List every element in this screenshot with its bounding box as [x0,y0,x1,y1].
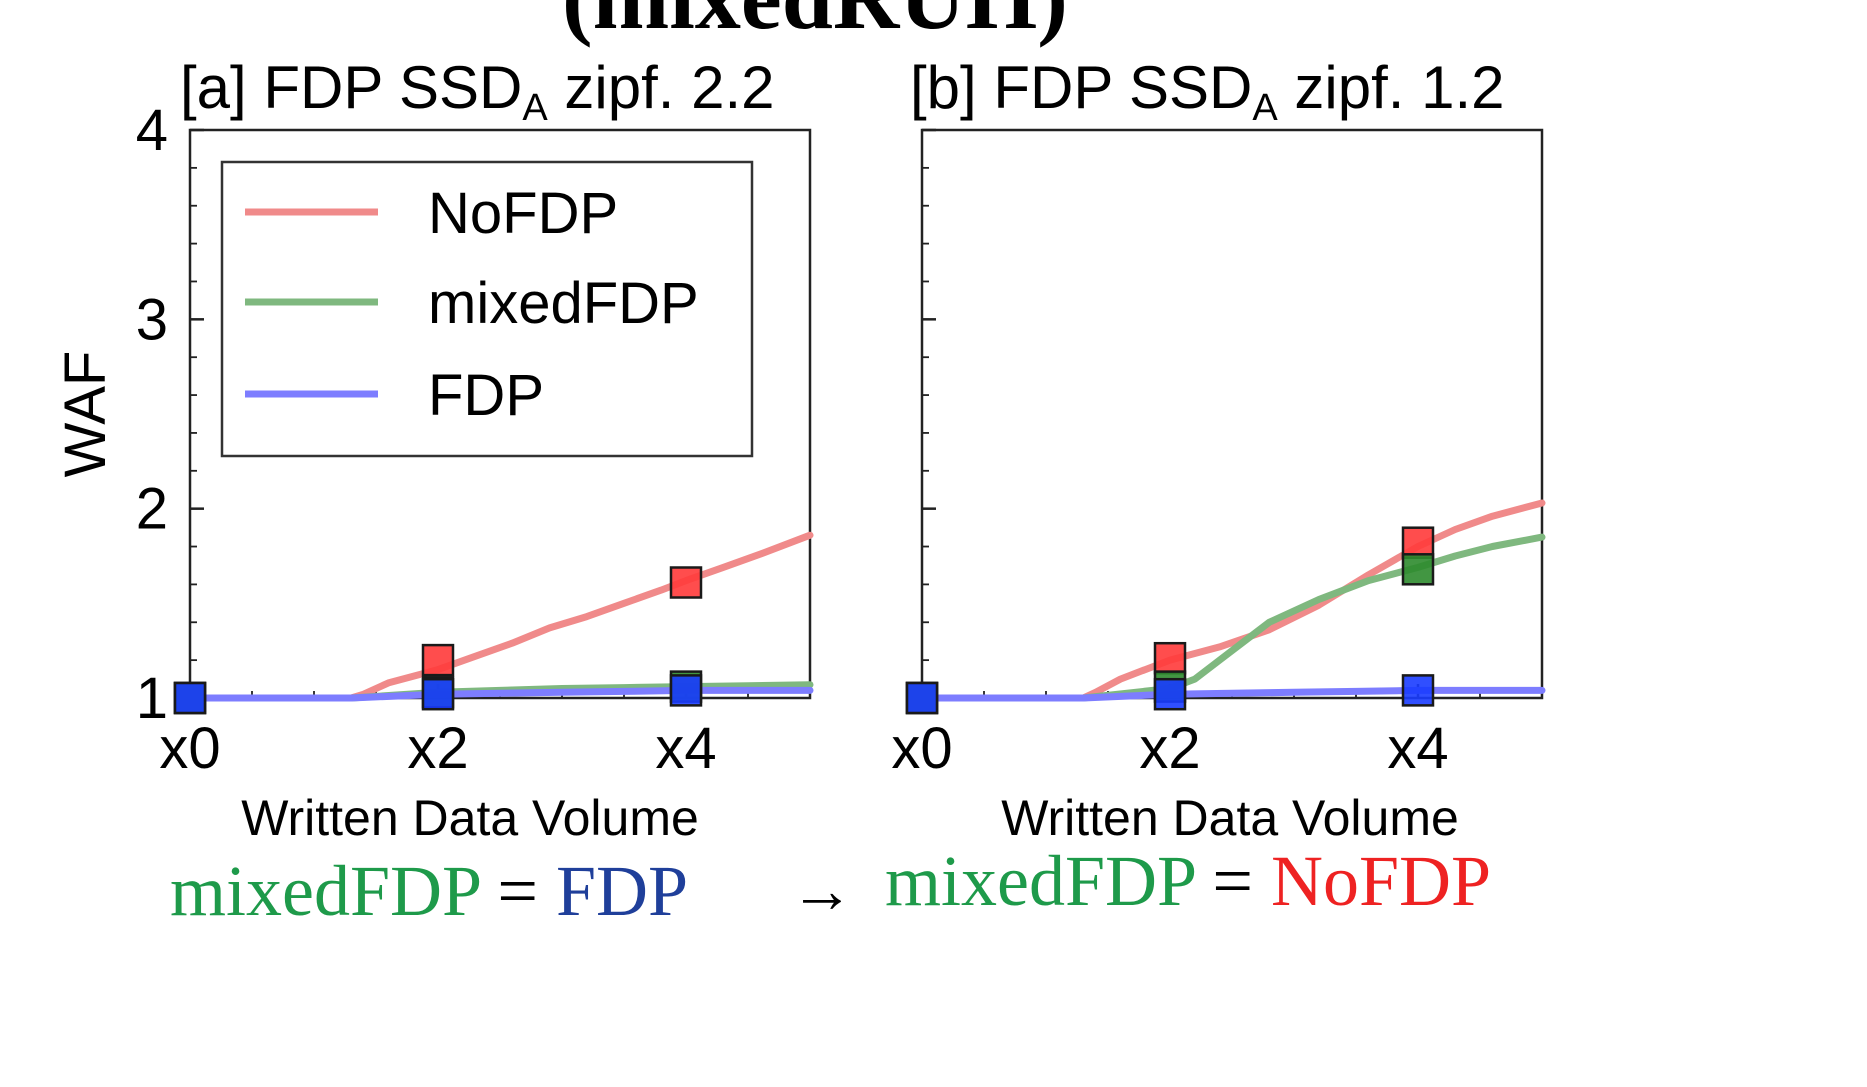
caption-left-a: mixedFDP [170,851,480,931]
marker-fdp-a [669,674,703,707]
marker-mixedfdp-b [1401,553,1435,586]
legend: NoFDP mixedFDP FDP [220,160,754,458]
panel-a: [a] FDP SSDA zipf. 2.2 WAF Written Data … [53,54,814,846]
marker-fdp-a [421,677,455,711]
series-line-nofdp-b [918,499,1546,702]
panel-b-frame [920,128,1544,700]
caption-left-b: FDP [556,851,688,931]
panel-b-markers [905,526,1435,715]
panel-b: [b] FDP SSDA zipf. 1.2 Written Data Volu… [891,54,1546,846]
marker-nofdp-a [669,566,703,599]
caption-left: mixedFDP = FDP [170,851,688,931]
panel-a-lines [186,531,814,702]
series-line-fdp-a [186,686,814,702]
xtick-label-a-x4: x4 [655,716,716,781]
ytick-label-a-2: 2 [136,477,168,542]
series-line-mixedfdp-b [918,533,1546,702]
xtick-label-a-x0: x0 [159,716,220,781]
xtick-label-b-x0: x0 [891,716,952,781]
figure-title: (mixedRUH) [562,0,1068,48]
series-line-fdp-b [918,686,1546,702]
panel-b-title: [b] FDP SSDA zipf. 1.2 [910,54,1505,129]
marker-fdp-b [1153,677,1187,711]
legend-label-mixedfdp: mixedFDP [428,271,699,336]
marker-fdp-a [173,681,207,715]
panel-a-xlabel: Written Data Volume [241,790,699,846]
panel-a-axes: 1 2 3 4 x0 x2 x4 [136,98,749,781]
caption: mixedFDP = FDP → mixedFDP = NoFDP [170,841,1491,931]
xtick-label-b-x2: x2 [1139,716,1200,781]
legend-label-fdp: FDP [428,363,544,428]
caption-right-b: NoFDP [1271,841,1491,921]
caption-right-eq: = [1212,841,1253,921]
caption-arrow: → [790,855,854,926]
xtick-label-a-x2: x2 [407,716,468,781]
ytick-label-a-3: 3 [136,287,168,352]
ytick-label-a-4: 4 [136,98,168,163]
caption-right: mixedFDP = NoFDP [885,841,1491,921]
panel-b-xlabel: Written Data Volume [1001,790,1459,846]
panel-a-markers [173,566,703,715]
panel-a-ylabel: WAF [53,351,118,478]
marker-nofdp-b [1153,641,1187,675]
panel-b-lines [918,499,1546,702]
xtick-label-b-x4: x4 [1387,716,1448,781]
ytick-label-a-1: 1 [136,666,168,731]
legend-label-nofdp: NoFDP [428,181,618,246]
marker-fdp-b [905,681,939,715]
panel-a-title: [a] FDP SSDA zipf. 2.2 [180,54,775,129]
caption-right-a: mixedFDP [885,841,1195,921]
marker-nofdp-a [421,643,455,677]
series-line-nofdp-a [186,531,814,702]
marker-fdp-b [1401,674,1435,707]
caption-left-eq: = [497,851,538,931]
